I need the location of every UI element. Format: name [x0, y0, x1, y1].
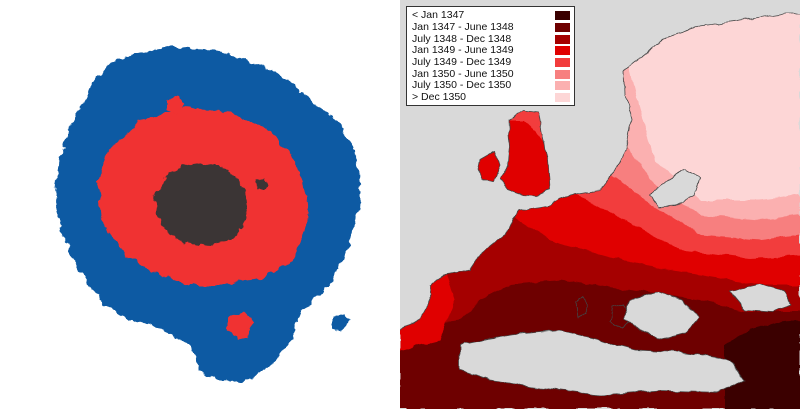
- legend-swatch: [555, 34, 570, 44]
- legend-label: Jan 1350 - June 1350: [412, 67, 514, 80]
- legend: < Jan 1347 Jan 1347 - June 1348 July 134…: [406, 6, 575, 106]
- legend-label: July 1350 - Dec 1350: [412, 79, 512, 92]
- legend-item: Jan 1350 - June 1350: [412, 68, 570, 80]
- legend-label: July 1348 - Dec 1348: [412, 32, 512, 45]
- legend-rows: < Jan 1347 Jan 1347 - June 1348 July 134…: [412, 10, 570, 104]
- legend-item: > Dec 1350: [412, 92, 570, 104]
- europe-map: [400, 0, 800, 409]
- legend-item: July 1350 - Dec 1350: [412, 80, 570, 92]
- simulation-cluster: [55, 48, 360, 382]
- legend-swatch: [555, 93, 570, 103]
- legend-swatch: [555, 58, 570, 68]
- legend-item: Jan 1349 - June 1349: [412, 45, 570, 57]
- middle-satellite-top: [166, 96, 186, 114]
- legend-swatch: [555, 46, 570, 56]
- simulation-panel: [55, 48, 360, 382]
- legend-swatch: [555, 11, 570, 21]
- legend-item: < Jan 1347: [412, 10, 570, 22]
- legend-swatch: [555, 23, 570, 33]
- core-region: [154, 162, 248, 246]
- coastlines: [400, 13, 800, 331]
- outer-satellite: [332, 312, 350, 332]
- plague-map-panel: < Jan 1347 Jan 1347 - June 1348 July 134…: [400, 0, 800, 409]
- legend-item: Jan 1347 - June 1348: [412, 22, 570, 34]
- legend-label: Jan 1347 - June 1348: [412, 21, 514, 34]
- legend-label: Jan 1349 - June 1349: [412, 44, 514, 57]
- inland-seas: [459, 169, 793, 396]
- legend-item: July 1348 - Dec 1348: [412, 33, 570, 45]
- legend-item: July 1349 - Dec 1349: [412, 57, 570, 69]
- zone-before-jan-1347: [725, 320, 800, 409]
- legend-label: July 1349 - Dec 1349: [412, 56, 512, 69]
- legend-swatch: [555, 81, 570, 91]
- legend-label: > Dec 1350: [412, 91, 466, 104]
- legend-swatch: [555, 69, 570, 79]
- core-satellite: [256, 178, 268, 190]
- legend-label: < Jan 1347: [412, 9, 465, 22]
- middle-satellite-bottom: [228, 312, 254, 338]
